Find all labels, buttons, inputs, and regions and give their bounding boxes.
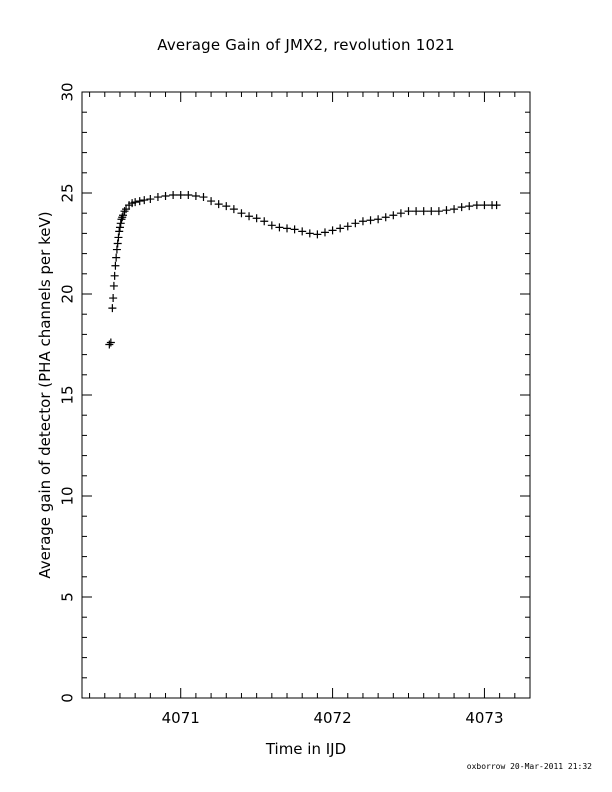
data-point	[366, 216, 375, 225]
data-point	[118, 213, 127, 222]
data-point	[396, 209, 405, 218]
footer-stamp: oxborrow 20-Mar-2011 21:32	[466, 762, 592, 771]
data-point	[120, 207, 129, 216]
data-point	[320, 228, 329, 237]
data-point	[252, 214, 261, 223]
data-point	[404, 207, 413, 216]
axis-ticks	[82, 91, 531, 699]
data-point	[343, 222, 352, 231]
data-point	[117, 215, 126, 224]
data-point	[112, 253, 121, 262]
data-point	[472, 201, 481, 210]
data-point	[110, 271, 119, 280]
data-point	[122, 205, 131, 214]
data-point	[351, 219, 360, 228]
data-point	[184, 191, 193, 200]
data-point	[222, 202, 231, 211]
data-point	[434, 207, 443, 216]
data-point	[116, 219, 125, 228]
data-point	[140, 196, 149, 205]
data-point	[115, 223, 124, 232]
data-point	[450, 205, 459, 214]
data-point	[109, 281, 118, 290]
data-point	[336, 224, 345, 233]
chart-title: Average Gain of JMX2, revolution 1021	[157, 36, 455, 54]
y-tick-label: 5	[59, 592, 77, 602]
data-point	[114, 233, 123, 242]
data-point	[245, 212, 254, 221]
data-point	[442, 206, 451, 215]
axis-tick-labels: 0 5 10 15 20 25 30 4071 4072 4073	[59, 82, 504, 727]
data-point	[199, 193, 208, 202]
data-point	[275, 223, 284, 232]
x-tick-label: 4072	[313, 709, 351, 727]
data-point	[153, 193, 162, 202]
y-tick-label: 15	[59, 385, 77, 404]
data-point	[207, 197, 216, 206]
data-point	[492, 201, 501, 210]
y-tick-label: 20	[59, 284, 77, 303]
data-point	[229, 205, 238, 214]
data-point	[313, 230, 322, 239]
data-point	[161, 192, 170, 201]
data-point	[135, 197, 144, 206]
data-point	[113, 239, 122, 248]
data-point	[427, 207, 436, 216]
data-point	[465, 202, 474, 211]
data-point	[412, 207, 421, 216]
y-tick-label: 10	[59, 486, 77, 505]
data-point	[358, 217, 367, 226]
data-point	[105, 340, 114, 349]
data-point	[283, 224, 292, 233]
y-tick-label: 25	[59, 183, 77, 202]
data-point	[112, 245, 121, 254]
data-point	[480, 201, 489, 210]
data-point	[290, 225, 299, 234]
data-point	[214, 200, 223, 209]
data-point	[381, 213, 390, 222]
data-point	[131, 198, 140, 207]
data-point	[237, 209, 246, 218]
data-point	[260, 217, 269, 226]
data-point	[109, 294, 118, 303]
data-point	[389, 211, 398, 220]
data-point	[374, 215, 383, 224]
data-point	[191, 192, 200, 201]
x-tick-label: 4073	[465, 709, 503, 727]
data-point	[176, 191, 185, 200]
data-point	[298, 227, 307, 236]
data-point	[419, 207, 428, 216]
data-point	[267, 221, 276, 230]
y-axis-label: Average gain of detector (PHA channels p…	[36, 211, 54, 579]
data-point	[119, 211, 128, 220]
data-point	[305, 229, 314, 238]
y-tick-label: 0	[59, 693, 77, 703]
data-point	[108, 304, 117, 313]
data-point	[146, 195, 155, 204]
data-points	[105, 191, 501, 349]
data-point	[115, 227, 124, 236]
x-axis-label: Time in IJD	[265, 740, 347, 758]
data-point	[111, 261, 120, 270]
data-point	[328, 226, 337, 235]
x-tick-label: 4071	[162, 709, 200, 727]
data-point	[106, 338, 115, 347]
data-point	[169, 191, 178, 200]
plot-frame	[81, 91, 531, 699]
y-tick-label: 30	[59, 82, 77, 101]
data-point	[457, 203, 466, 212]
